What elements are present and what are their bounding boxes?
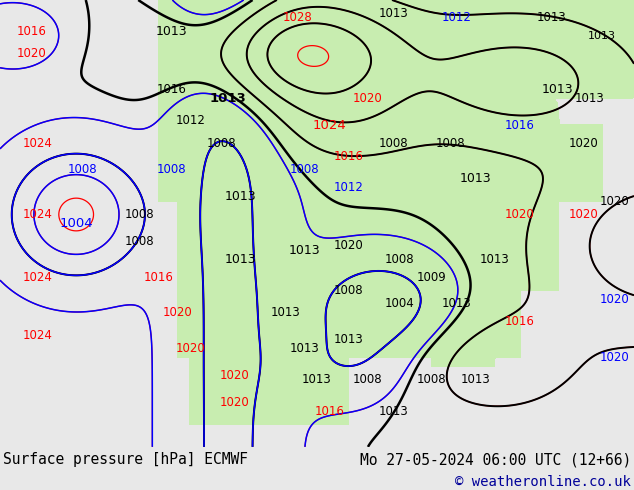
Text: 1008: 1008	[353, 373, 382, 386]
Text: 1024: 1024	[23, 137, 53, 149]
Text: 1020: 1020	[220, 369, 249, 382]
Text: 1024: 1024	[23, 270, 53, 284]
Text: 1013: 1013	[288, 244, 320, 257]
Text: 1004: 1004	[59, 217, 93, 230]
Text: 1009: 1009	[417, 270, 446, 284]
Text: 1016: 1016	[505, 315, 535, 328]
Text: 1024: 1024	[313, 119, 347, 132]
Text: 1013: 1013	[480, 253, 509, 266]
Text: 1012: 1012	[333, 181, 364, 194]
Text: 1020: 1020	[600, 195, 630, 208]
Text: 1013: 1013	[225, 190, 257, 203]
Text: 1008: 1008	[125, 208, 154, 221]
Text: 1016: 1016	[333, 150, 364, 163]
Text: 1013: 1013	[460, 172, 491, 185]
Text: 1012: 1012	[175, 114, 205, 127]
Text: 1020: 1020	[163, 306, 192, 319]
Text: 1020: 1020	[353, 92, 382, 105]
Text: 1013: 1013	[588, 31, 616, 41]
Text: 1013: 1013	[575, 92, 604, 105]
Text: 1020: 1020	[505, 208, 534, 221]
Text: 1028: 1028	[283, 11, 313, 24]
Text: 1008: 1008	[125, 235, 154, 248]
Text: 1020: 1020	[176, 342, 205, 355]
Text: 1016: 1016	[314, 405, 345, 417]
Text: 1016: 1016	[505, 119, 535, 132]
Text: 1020: 1020	[17, 47, 46, 60]
Text: 1013: 1013	[271, 306, 300, 319]
Text: 1016: 1016	[156, 83, 186, 96]
Text: 1008: 1008	[378, 137, 408, 149]
Text: 1004: 1004	[385, 297, 414, 310]
Text: 1013: 1013	[378, 405, 408, 417]
Text: 1016: 1016	[16, 25, 47, 38]
Text: 1008: 1008	[68, 163, 97, 176]
Text: 1008: 1008	[334, 284, 363, 297]
Text: 1008: 1008	[157, 163, 186, 176]
Text: Surface pressure [hPa] ECMWF: Surface pressure [hPa] ECMWF	[3, 452, 248, 467]
Text: 1013: 1013	[225, 253, 257, 266]
Text: 1008: 1008	[417, 373, 446, 386]
Text: 1013: 1013	[378, 7, 408, 20]
Text: 1013: 1013	[334, 333, 363, 346]
Text: 1020: 1020	[220, 396, 249, 409]
Text: 1013: 1013	[155, 25, 187, 38]
Text: 1008: 1008	[207, 137, 236, 149]
Text: 1013: 1013	[290, 342, 319, 355]
Text: 1020: 1020	[600, 293, 630, 306]
Text: Mo 27-05-2024 06:00 UTC (12+66): Mo 27-05-2024 06:00 UTC (12+66)	[359, 452, 631, 467]
Text: 1013: 1013	[537, 11, 566, 24]
Text: 1008: 1008	[385, 253, 414, 266]
Text: 1016: 1016	[143, 270, 174, 284]
Text: 1024: 1024	[23, 329, 53, 342]
Text: 1008: 1008	[290, 163, 319, 176]
Text: 1013: 1013	[461, 373, 490, 386]
Text: 1008: 1008	[436, 137, 465, 149]
Text: 1020: 1020	[569, 137, 598, 149]
Text: 1020: 1020	[600, 351, 630, 364]
Text: 1012: 1012	[441, 11, 472, 24]
Text: 1013: 1013	[442, 297, 471, 310]
Text: 1020: 1020	[569, 208, 598, 221]
Text: 1013: 1013	[210, 92, 247, 105]
Text: 1024: 1024	[23, 208, 53, 221]
Text: © weatheronline.co.uk: © weatheronline.co.uk	[455, 475, 631, 489]
Text: 1020: 1020	[334, 239, 363, 252]
Text: 1013: 1013	[302, 373, 332, 386]
Text: 1013: 1013	[542, 83, 574, 96]
